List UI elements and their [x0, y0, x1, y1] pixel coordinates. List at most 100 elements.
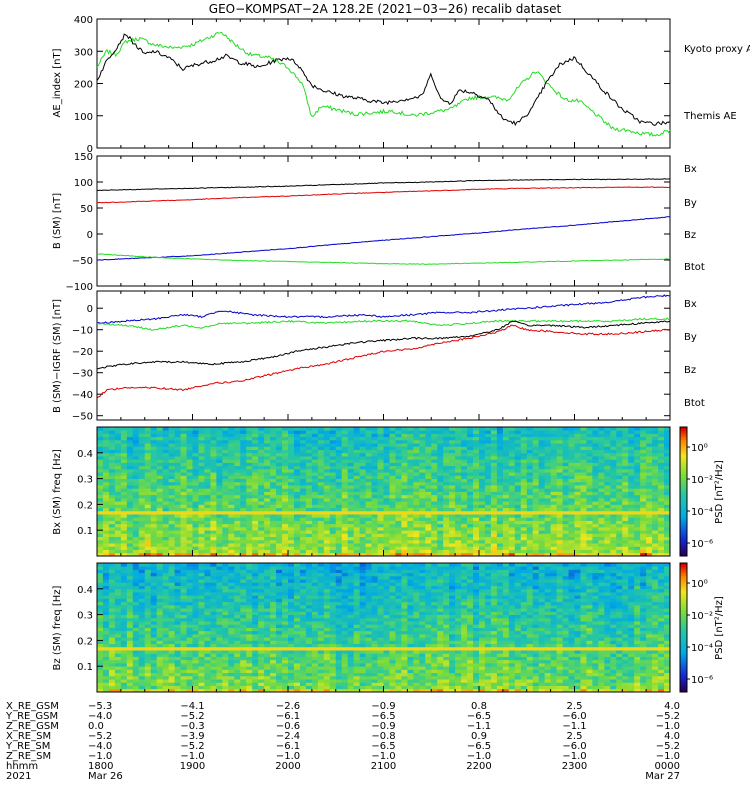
- heatmap-cell: [359, 456, 366, 460]
- heatmap-cell: [162, 501, 170, 505]
- heatmap-cell: [276, 481, 283, 486]
- heatmap-cell: [198, 446, 205, 450]
- heatmap-cell: [204, 601, 211, 606]
- heatmap-cell: [502, 501, 510, 505]
- heatmap-cell: [210, 621, 217, 625]
- heatmap-cell: [383, 481, 390, 486]
- heatmap-cell: [162, 646, 170, 651]
- heatmap-cell: [204, 433, 211, 438]
- heatmap-cell: [240, 465, 247, 470]
- heatmap-cell: [156, 523, 164, 528]
- heatmap-cell: [467, 459, 474, 463]
- heatmap-cell: [347, 468, 355, 473]
- heatmap-cell: [228, 510, 235, 515]
- heatmap-cell: [431, 459, 438, 463]
- heatmap-cell: [341, 539, 349, 544]
- heatmap-cell: [473, 552, 480, 557]
- heatmap-cell: [580, 501, 587, 505]
- heatmap-cell: [365, 462, 372, 467]
- heatmap-cell: [634, 436, 641, 441]
- heatmap-cell: [526, 439, 534, 444]
- heatmap-cell: [114, 621, 122, 625]
- heatmap-cell: [276, 520, 283, 525]
- heatmap-cell: [640, 456, 647, 460]
- heatmap-cell: [628, 517, 635, 521]
- colorbar-cell: [680, 540, 687, 544]
- heatmap-cell: [162, 523, 170, 528]
- heatmap-cell: [162, 604, 170, 609]
- colorbar-tick-label: 10⁰: [691, 443, 708, 454]
- heatmap-cell: [138, 585, 146, 590]
- heatmap-cell: [234, 478, 241, 483]
- heatmap-cell: [222, 517, 229, 521]
- heatmap-cell: [180, 675, 187, 680]
- heatmap-cell: [389, 433, 396, 438]
- heatmap-cell: [138, 614, 146, 619]
- heatmap-cell: [114, 517, 122, 521]
- heatmap-cell: [180, 563, 187, 567]
- heatmap-cell: [276, 501, 283, 505]
- heatmap-cell: [550, 475, 557, 480]
- heatmap-cell: [353, 481, 361, 486]
- heatmap-cell: [156, 679, 164, 683]
- heatmap-cell: [144, 526, 152, 531]
- heatmap-cell: [114, 650, 122, 654]
- heatmap-cell: [664, 536, 671, 541]
- heatmap-cell: [114, 530, 122, 534]
- heatmap-cell: [126, 672, 134, 677]
- heatmap-cell: [407, 475, 414, 480]
- heatmap-cell: [484, 504, 492, 509]
- heatmap-cell: [389, 472, 396, 476]
- heatmap-cell: [126, 491, 134, 496]
- heatmap-cell: [276, 456, 283, 460]
- heatmap-cell: [246, 475, 253, 480]
- heatmap-cell: [138, 523, 146, 528]
- heatmap-cell: [532, 494, 540, 499]
- heatmap-cell: [126, 575, 134, 580]
- heatmap-cell: [252, 510, 259, 515]
- heatmap-cell: [132, 443, 140, 447]
- heatmap-cell: [108, 507, 116, 512]
- heatmap-cell: [598, 526, 605, 531]
- heatmap-cell: [162, 491, 170, 496]
- heatmap-cell: [610, 439, 617, 444]
- heatmap-cell: [126, 514, 134, 518]
- heatmap-cell: [490, 497, 498, 502]
- heatmap-cell: [323, 520, 331, 525]
- heatmap-cell: [520, 456, 528, 460]
- heatmap-cell: [144, 672, 152, 677]
- heatmap-cell: [628, 446, 635, 450]
- heatmap-cell: [293, 517, 301, 521]
- heatmap-cell: [97, 481, 104, 486]
- heatmap-cell: [329, 468, 337, 473]
- heatmap-cell: [496, 543, 504, 547]
- heatmap-cell: [156, 433, 164, 438]
- heatmap-cell: [610, 475, 617, 480]
- heatmap-cell: [120, 523, 128, 528]
- heatmap-cell: [484, 552, 492, 557]
- heatmap-cell: [288, 533, 295, 538]
- heatmap-cell: [299, 552, 307, 557]
- heatmap-cell: [144, 592, 152, 596]
- heatmap-cell: [120, 682, 128, 686]
- heatmap-cell: [305, 504, 313, 509]
- heatmap-cell: [484, 481, 492, 486]
- heatmap-cell: [311, 536, 319, 541]
- heatmap-cell: [646, 465, 653, 470]
- heatmap-cell: [180, 621, 187, 625]
- heatmap-cell: [240, 523, 247, 528]
- heatmap-cell: [174, 679, 181, 683]
- heatmap-cell: [568, 520, 575, 525]
- heatmap-cell: [413, 536, 420, 541]
- heatmap-cell: [204, 679, 211, 683]
- heatmap-cell: [126, 507, 134, 512]
- heatmap-cell: [120, 472, 128, 476]
- heatmap-cell: [562, 497, 569, 502]
- heatmap-cell: [138, 462, 146, 467]
- ytick-label: 0: [87, 230, 93, 241]
- heatmap-cell: [97, 520, 104, 525]
- heatmap-cell: [192, 682, 199, 686]
- heatmap-cell: [186, 624, 193, 628]
- heatmap-cell: [144, 640, 152, 645]
